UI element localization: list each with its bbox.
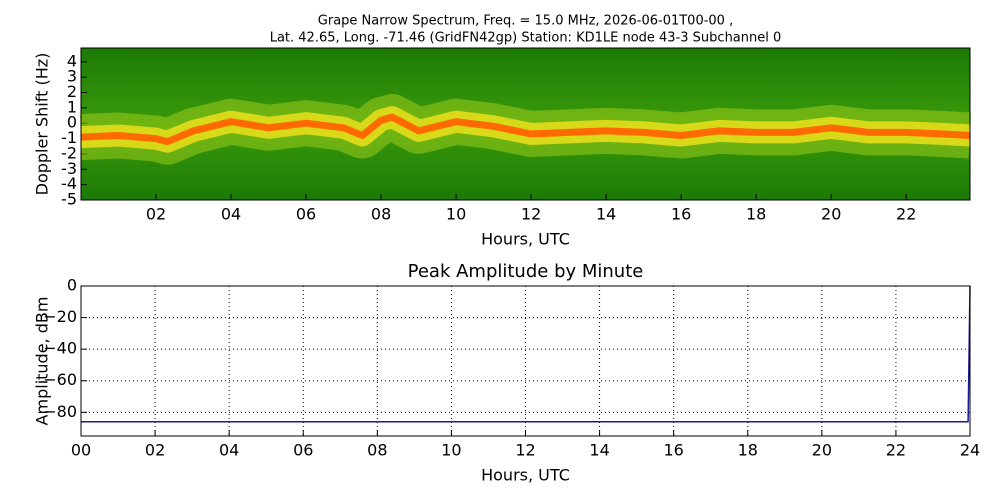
x-tick-label: 12: [515, 441, 535, 460]
x-axis-label: Hours, UTC: [481, 230, 570, 249]
x-tick-label: 10: [441, 441, 461, 460]
x-tick-label: 04: [219, 441, 239, 460]
x-tick-label: 10: [446, 205, 466, 224]
x-tick-label: 02: [145, 441, 165, 460]
x-tick-label: 20: [821, 205, 841, 224]
y-axis-label: Doppler Shift (Hz): [33, 53, 52, 196]
y-tick-label: 2: [67, 82, 77, 101]
x-tick-label: 12: [521, 205, 541, 224]
y-tick-label: -2: [61, 143, 77, 162]
chart-title: Grape Narrow Spectrum, Freq. = 15.0 MHz,…: [318, 14, 733, 29]
plot-area: [81, 286, 970, 436]
x-tick-label: 16: [663, 441, 683, 460]
x-tick-label: 08: [371, 205, 391, 224]
chart-subtitle: Lat. 42.65, Long. -71.46 (GridFN42gp) St…: [270, 31, 782, 46]
x-tick-label: 14: [596, 205, 616, 224]
y-tick-label: -1: [61, 128, 77, 147]
x-tick-label: 20: [812, 441, 832, 460]
y-tick-label: −60: [43, 370, 77, 389]
y-tick-label: −80: [43, 402, 77, 421]
y-tick-label: −20: [43, 307, 77, 326]
x-tick-label: 18: [738, 441, 758, 460]
y-tick-label: -5: [61, 190, 77, 209]
amplitude-line: [81, 285, 971, 423]
x-tick-label: 04: [221, 205, 241, 224]
y-tick-label: 0: [67, 276, 77, 295]
x-tick-label: 02: [146, 205, 166, 224]
x-axis-label: Hours, UTC: [481, 466, 570, 485]
x-tick-label: 22: [886, 441, 906, 460]
x-tick-label: 00: [71, 441, 91, 460]
y-tick-label: 4: [67, 51, 77, 70]
y-tick-label: -4: [61, 174, 77, 193]
x-tick-label: 16: [671, 205, 691, 224]
y-tick-label: 3: [67, 67, 77, 86]
y-axis-label: Amplitude, dBm: [33, 297, 52, 426]
y-tick-label: 1: [67, 97, 77, 116]
peak-doppler-line: [80, 113, 971, 146]
plot-frame: [80, 47, 971, 201]
y-tick-label: −40: [43, 339, 77, 358]
y-tick-label: 0: [67, 113, 77, 132]
x-tick-label: 14: [589, 441, 609, 460]
x-tick-label: 08: [367, 441, 387, 460]
x-tick-label: 24: [960, 441, 980, 460]
x-tick-label: 18: [746, 205, 766, 224]
chart-title: Peak Amplitude by Minute: [408, 261, 644, 282]
x-tick-label: 22: [896, 205, 916, 224]
x-tick-label: 06: [293, 441, 313, 460]
y-tick-label: -3: [61, 159, 77, 178]
x-tick-label: 06: [296, 205, 316, 224]
plot-frame: [80, 285, 971, 437]
